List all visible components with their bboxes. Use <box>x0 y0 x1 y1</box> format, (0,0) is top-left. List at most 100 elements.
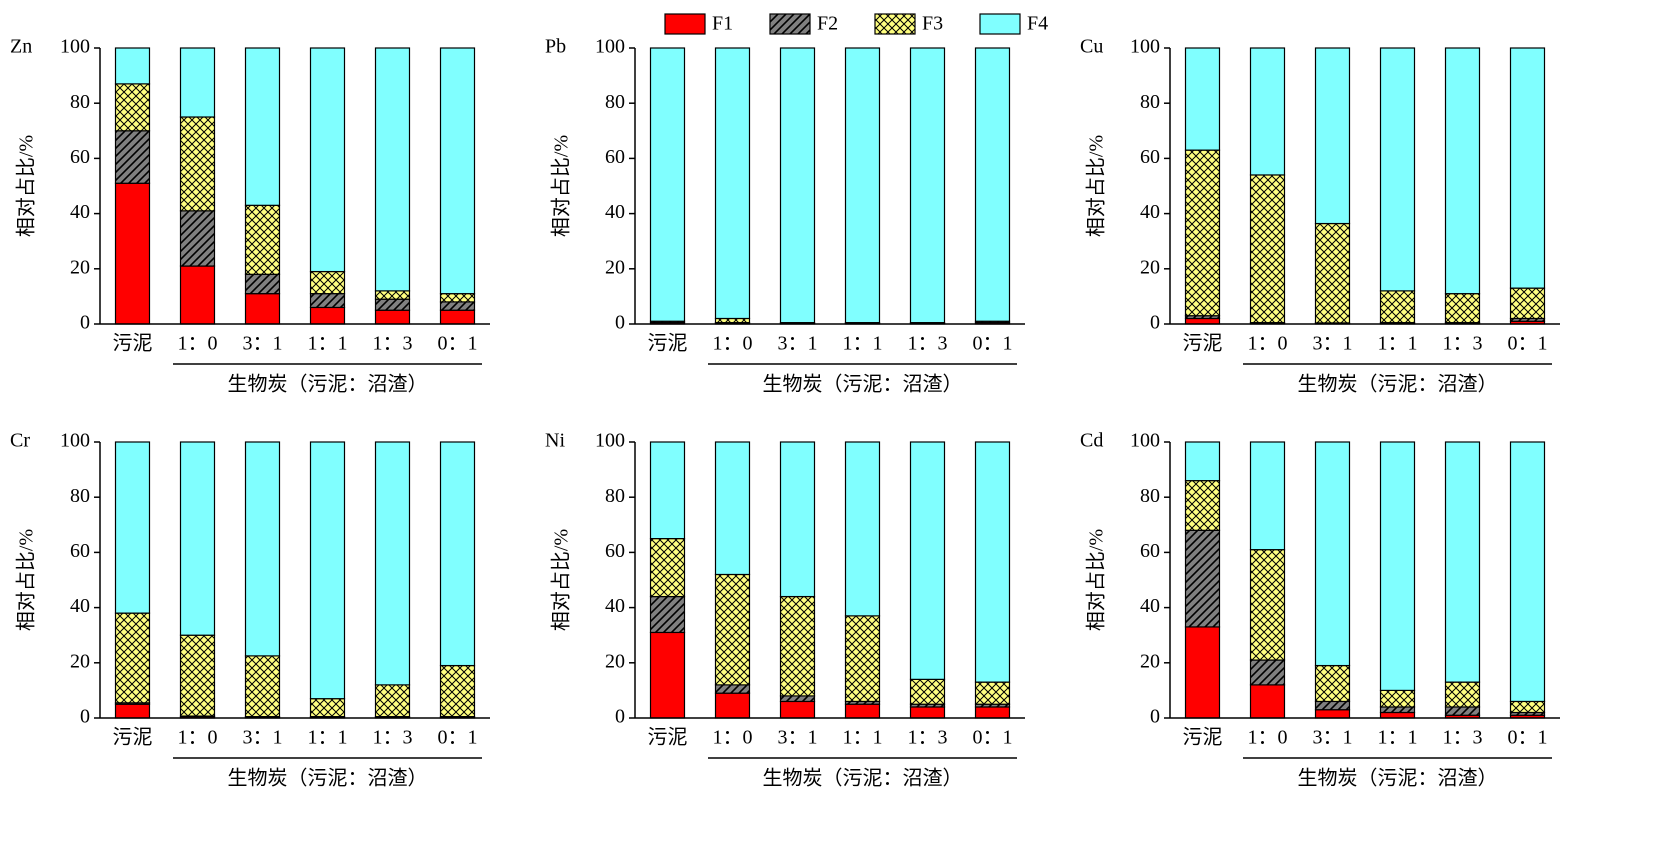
bar-segment <box>374 47 411 292</box>
x-axis-label: 生物炭（污泥：沼渣） <box>763 373 963 396</box>
bar-segment <box>114 612 151 704</box>
bar-segment <box>1509 441 1546 703</box>
bar-segment <box>1184 441 1221 482</box>
y-tick-label: 60 <box>70 146 90 168</box>
bar-segment <box>714 692 751 719</box>
y-tick-label: 100 <box>1130 430 1160 452</box>
bar-segment <box>1509 287 1546 320</box>
legend-label: F1 <box>712 13 733 35</box>
x-tick-label: 1：1 <box>308 727 348 749</box>
bar-segment <box>374 441 411 686</box>
legend-label: F2 <box>817 13 838 35</box>
bar-segment <box>114 130 151 184</box>
bar-segment <box>1444 293 1481 324</box>
y-tick-label: 100 <box>595 430 625 452</box>
bar-segment <box>439 293 476 303</box>
bar-segment <box>714 317 751 324</box>
bar-segment <box>909 678 946 705</box>
x-tick-label: 污泥 <box>113 726 153 749</box>
x-axis-label: 生物炭（污泥：沼渣） <box>228 767 428 790</box>
x-tick-label: 0：1 <box>973 333 1013 355</box>
bar-segment <box>244 47 281 206</box>
bar-segment <box>779 441 816 598</box>
y-tick-label: 80 <box>605 91 625 113</box>
y-tick-label: 80 <box>1140 91 1160 113</box>
chart-title: Ni <box>545 430 565 452</box>
bar-segment <box>844 47 881 324</box>
bar-segment <box>439 441 476 667</box>
x-tick-label: 1：0 <box>713 727 753 749</box>
bar-segment <box>1379 706 1416 714</box>
x-tick-label: 3：1 <box>778 333 818 355</box>
x-tick-label: 0：1 <box>438 333 478 355</box>
y-tick-label: 100 <box>595 36 625 58</box>
bar-segment <box>374 684 411 718</box>
y-tick-label: 60 <box>605 540 625 562</box>
x-tick-label: 污泥 <box>1183 332 1223 355</box>
bar-segment <box>714 684 751 694</box>
y-axis-label: 相对占比/% <box>15 529 38 631</box>
chart-title: Cr <box>10 430 30 452</box>
y-tick-label: 80 <box>70 91 90 113</box>
bar-segment <box>244 273 281 295</box>
y-tick-label: 80 <box>1140 485 1160 507</box>
bar-segment <box>1314 664 1351 703</box>
x-tick-label: 1：0 <box>1248 333 1288 355</box>
x-axis-label: 生物炭（污泥：沼渣） <box>228 373 428 396</box>
x-tick-label: 1：1 <box>308 333 348 355</box>
bar-segment <box>974 706 1011 719</box>
y-tick-label: 20 <box>605 256 625 278</box>
bar-segment <box>179 265 216 325</box>
bar-segment <box>179 116 216 212</box>
bar-segment <box>1184 529 1221 628</box>
bar-segment <box>244 293 281 325</box>
y-tick-label: 100 <box>60 36 90 58</box>
y-tick-label: 60 <box>1140 540 1160 562</box>
x-tick-label: 3：1 <box>1313 727 1353 749</box>
bar-segment <box>1314 441 1351 667</box>
y-tick-label: 0 <box>80 706 90 728</box>
bar-segment <box>649 631 686 719</box>
bar-segment <box>1249 549 1286 661</box>
bar-segment <box>309 306 346 325</box>
x-tick-label: 污泥 <box>648 726 688 749</box>
bar-segment <box>1249 174 1286 324</box>
bar-segment <box>114 441 151 614</box>
bar-segment <box>779 700 816 719</box>
y-tick-label: 60 <box>1140 146 1160 168</box>
legend-swatch <box>979 13 1021 35</box>
bar-segment <box>374 298 411 311</box>
bar-segment <box>1379 47 1416 292</box>
y-tick-label: 20 <box>1140 256 1160 278</box>
x-tick-label: 3：1 <box>243 333 283 355</box>
x-tick-label: 1：0 <box>178 333 218 355</box>
bar-segment <box>974 441 1011 683</box>
bar-segment <box>974 47 1011 322</box>
bar-segment <box>1444 47 1481 295</box>
x-tick-label: 1：3 <box>1443 727 1483 749</box>
x-tick-label: 1：1 <box>843 727 883 749</box>
bar-segment <box>244 204 281 275</box>
bar-segment <box>1379 441 1416 691</box>
x-tick-label: 1：3 <box>373 333 413 355</box>
x-tick-label: 0：1 <box>1508 727 1548 749</box>
x-tick-label: 0：1 <box>1508 333 1548 355</box>
bar-segment <box>1314 709 1351 719</box>
bar-segment <box>714 47 751 320</box>
legend-swatch <box>769 13 811 35</box>
bar-segment <box>779 47 816 324</box>
x-tick-label: 3：1 <box>1313 333 1353 355</box>
bar-segment <box>114 703 151 719</box>
y-axis-label: 相对占比/% <box>550 529 573 631</box>
x-tick-label: 3：1 <box>243 727 283 749</box>
y-axis-label: 相对占比/% <box>1085 135 1108 237</box>
y-tick-label: 0 <box>80 312 90 334</box>
bar-segment <box>309 698 346 718</box>
bar-segment <box>179 47 216 118</box>
y-tick-label: 40 <box>70 595 90 617</box>
y-tick-label: 80 <box>605 485 625 507</box>
bar-segment <box>1314 700 1351 711</box>
bar-segment <box>439 47 476 295</box>
x-axis-label: 生物炭（污泥：沼渣） <box>1298 767 1498 790</box>
